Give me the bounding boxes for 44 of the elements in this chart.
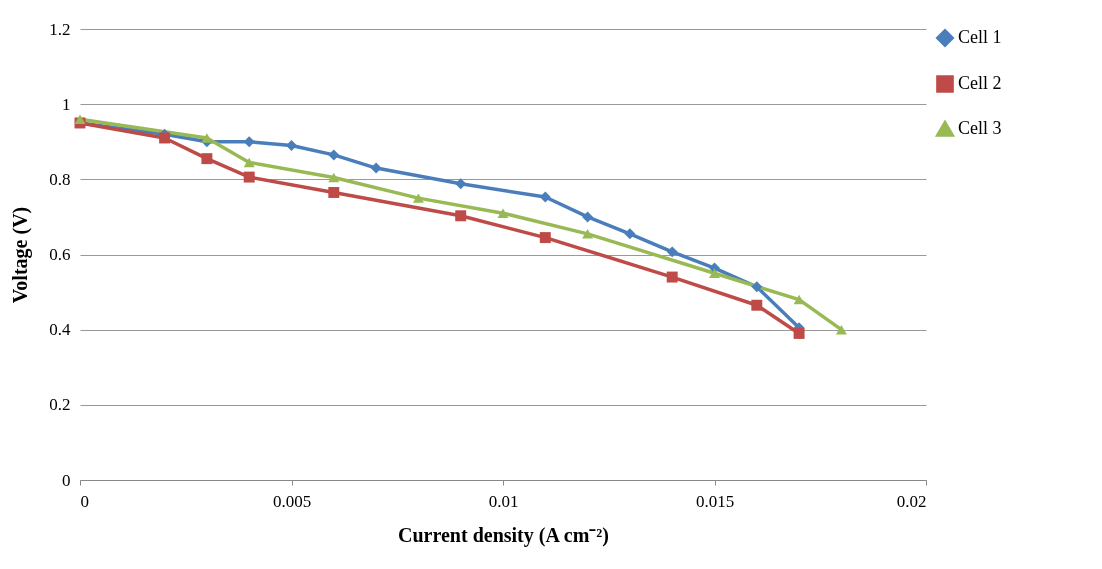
point [751, 299, 763, 311]
point [835, 324, 847, 335]
point [159, 132, 171, 144]
y-tick-label: 0.6 [49, 245, 71, 264]
y-tick-label: 0.4 [49, 320, 71, 340]
legend-label: Cell 1 [958, 27, 1002, 47]
point [455, 210, 467, 222]
point [666, 246, 678, 258]
x-axis-title: Current density (A cm⁻²) [398, 523, 609, 547]
y-tick-label: 0.8 [49, 169, 71, 189]
point [751, 281, 763, 293]
point [666, 271, 678, 283]
point [709, 268, 720, 279]
point [201, 153, 213, 165]
point [74, 114, 86, 124]
point [455, 178, 467, 190]
point [370, 162, 382, 174]
x-tick-label: 0.02 [896, 491, 927, 511]
point [243, 157, 255, 168]
point [412, 193, 424, 203]
point [582, 211, 594, 223]
point [793, 327, 805, 339]
x-tick-label: 0.005 [272, 491, 312, 511]
y-tick-label: 1 [62, 94, 71, 114]
point [624, 228, 636, 240]
x-tick-label: 0.01 [488, 491, 519, 511]
point [328, 187, 340, 198]
y-tick-label: 0 [62, 470, 71, 490]
point [793, 294, 805, 305]
point [286, 140, 297, 151]
y-axis-title: Voltage (V) [9, 206, 33, 304]
point [582, 229, 594, 239]
point [328, 149, 340, 161]
legend-label: Cell 2 [958, 73, 1002, 93]
y-tick-label: 1.2 [49, 19, 71, 39]
x-tick-label: 0 [80, 491, 89, 511]
x-tick-label: 0.015 [695, 491, 735, 511]
y-tick-label: 0.2 [49, 395, 71, 415]
point [201, 133, 213, 143]
point [243, 171, 255, 183]
point [539, 232, 551, 244]
point [328, 172, 340, 183]
point [497, 208, 509, 218]
legend-label: Cell 3 [958, 118, 1002, 138]
